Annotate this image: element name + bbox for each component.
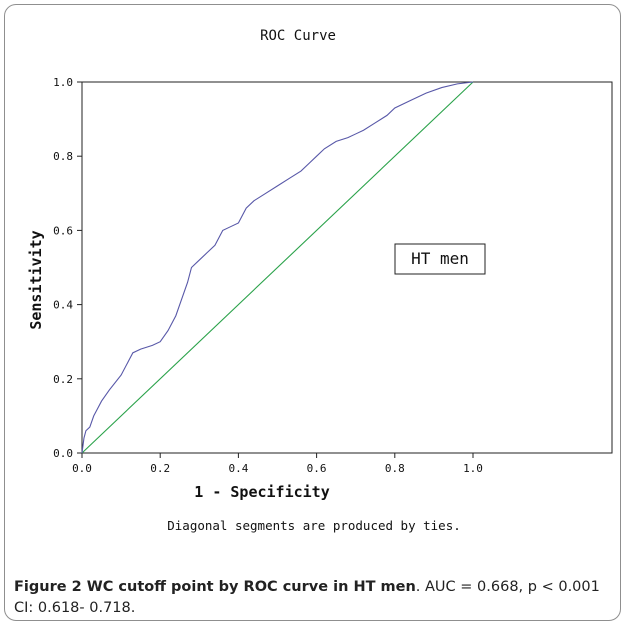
roc-curve-line xyxy=(81,81,474,454)
figure-caption: Figure 2 WC cutoff point by ROC curve in… xyxy=(14,577,614,619)
figure-frame xyxy=(4,4,621,621)
caption-bold: Figure 2 WC cutoff point by ROC curve in… xyxy=(14,579,416,595)
axis-ticks: 0.0 0.2 0.4 0.6 0.8 1.0 0.0 0.2 0.4 0.6 0.8 1.0 xyxy=(53,76,483,475)
annotation-box xyxy=(394,243,486,275)
reference-diagonal-line xyxy=(81,81,474,454)
y-tick-label: 0.0 xyxy=(53,447,73,460)
x-tick-label: 0.8 xyxy=(385,462,405,475)
series-layer xyxy=(81,81,474,454)
y-axis-label: Sensitivity xyxy=(27,230,45,329)
plot-area xyxy=(81,81,613,454)
y-tick-label: 1.0 xyxy=(53,76,73,89)
x-tick-label: 0.4 xyxy=(228,462,248,475)
y-tick-label: 0.4 xyxy=(53,299,73,312)
x-tick-label: 1.0 xyxy=(463,462,483,475)
y-tick-label: 0.8 xyxy=(53,150,73,163)
ties-note: Diagonal segments are produced by ties. xyxy=(167,518,461,533)
chart-title: ROC Curve xyxy=(260,28,336,44)
x-tick-label: 0.2 xyxy=(150,462,170,475)
y-tick-label: 0.2 xyxy=(53,373,73,386)
caption-rest: . AUC = 0.668, p < 0.001 CI: 0.618- 0.71… xyxy=(14,579,600,616)
x-axis-label: 1 - Specificity xyxy=(194,483,329,501)
annotation-label: HT men xyxy=(411,249,469,268)
y-tick-label: 0.6 xyxy=(53,224,73,237)
x-tick-label: 0.0 xyxy=(72,462,92,475)
x-tick-label: 0.6 xyxy=(307,462,327,475)
